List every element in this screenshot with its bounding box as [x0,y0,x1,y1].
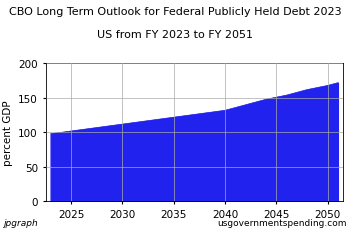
Text: jpgraph: jpgraph [4,218,38,227]
Text: US from FY 2023 to FY 2051: US from FY 2023 to FY 2051 [97,30,253,40]
Text: usgovernmentspending.com: usgovernmentspending.com [217,218,346,227]
Y-axis label: percent GDP: percent GDP [2,100,13,166]
Text: CBO Long Term Outlook for Federal Publicly Held Debt 2023: CBO Long Term Outlook for Federal Public… [9,7,341,17]
